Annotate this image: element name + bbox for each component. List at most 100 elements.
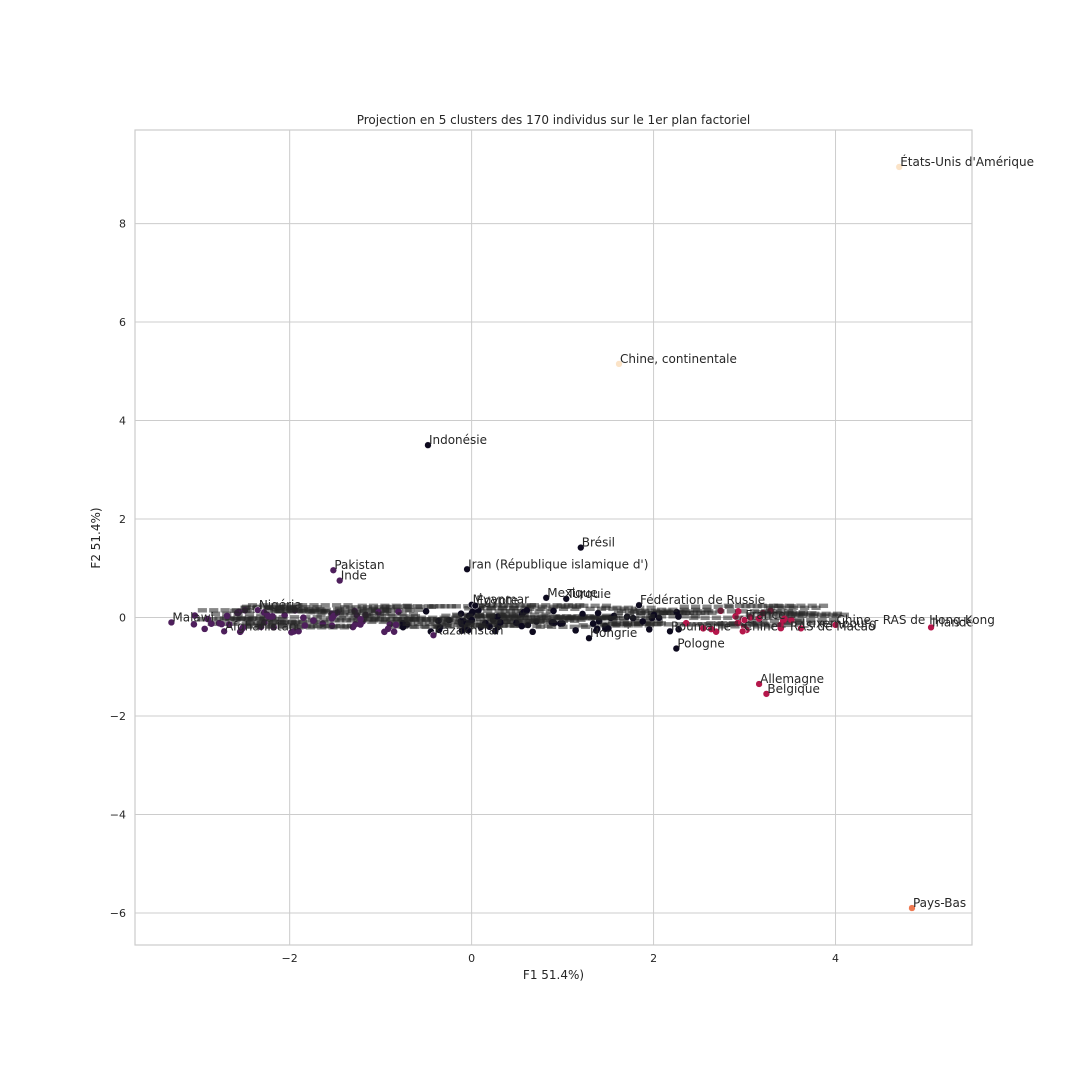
data-point — [550, 607, 557, 615]
data-point — [577, 543, 585, 552]
point-label-overlap: ▬▬▬▬▬ — [276, 614, 333, 628]
point-label: Kazakhstan — [434, 623, 503, 637]
data-point — [190, 621, 198, 628]
point-label-overlap: ▬▬▬▬▬ — [405, 610, 462, 624]
data-point — [234, 609, 241, 617]
data-point — [781, 615, 788, 623]
data-point — [422, 608, 430, 615]
data-point — [739, 627, 747, 635]
point-label-overlap: ▬▬▬▬▬ — [524, 613, 581, 627]
point-label-overlap: ▬▬▬▬▬ — [433, 619, 490, 633]
data-point — [755, 680, 763, 688]
data-point — [610, 612, 618, 620]
y-tick-label: 6 — [119, 316, 126, 329]
data-point — [241, 607, 249, 614]
data-point — [655, 614, 663, 622]
y-tick-label: −6 — [110, 907, 126, 920]
point-label-overlap: ▬▬▬▬▬ — [785, 608, 842, 622]
point-label-overlap: ▬▬▬▬▬ — [752, 604, 809, 618]
data-point — [767, 607, 774, 615]
point-label-overlap: ▬▬▬▬▬ — [390, 616, 447, 630]
data-point — [645, 626, 653, 633]
y-tick-label: 4 — [119, 415, 126, 428]
data-point — [732, 613, 739, 620]
point-label-overlap: ▬▬▬▬▬ — [398, 612, 455, 626]
x-tick-label: −2 — [282, 952, 298, 965]
point-label: Chine - RAS de Macao — [744, 619, 876, 633]
data-point — [529, 628, 536, 636]
data-point — [593, 625, 601, 633]
point-label-overlap: ▬▬▬▬▬ — [661, 605, 718, 619]
point-label-overlap: ▬▬▬▬▬ — [502, 609, 559, 623]
data-point — [672, 644, 680, 653]
data-point — [239, 624, 247, 631]
y-tick-label: 8 — [119, 218, 126, 231]
point-label-overlap: ▬▬▬▬▬ — [245, 615, 302, 629]
point-label-overlap: ▬▬▬▬▬ — [266, 609, 323, 623]
point-label-overlap: ▬▬▬▬▬ — [530, 612, 587, 626]
point-label: Mexique — [547, 586, 598, 600]
data-point — [572, 627, 579, 634]
data-point — [549, 618, 557, 626]
data-point — [270, 624, 278, 631]
data-point — [589, 620, 597, 627]
data-point — [908, 904, 916, 912]
point-label-overlap: ▬▬▬▬▬ — [405, 614, 462, 628]
data-point — [390, 628, 398, 635]
data-point — [328, 615, 336, 622]
point-label-overlap: ▬▬▬▬▬ — [656, 602, 713, 616]
data-point — [797, 624, 805, 633]
y-tick-label: 0 — [119, 612, 126, 625]
point-label-overlap: ▬▬▬▬▬ — [492, 614, 549, 628]
data-point — [435, 617, 442, 625]
point-label-overlap: ▬▬▬▬▬ — [392, 611, 449, 625]
y-tick-label: −4 — [110, 809, 126, 822]
point-label-overlap: ▬▬▬▬▬ — [474, 607, 531, 621]
point-label: Brésil — [582, 536, 615, 550]
point-label-overlap: ▬▬▬▬▬ — [654, 605, 711, 619]
data-point — [281, 611, 288, 619]
point-label-overlap: ▬▬▬▬▬ — [529, 597, 586, 611]
data-point — [759, 609, 767, 617]
point-label-overlap: ▬▬▬▬▬ — [610, 616, 667, 630]
point-label-overlap: ▬▬▬▬▬ — [585, 601, 642, 615]
data-point — [594, 609, 602, 617]
point-label: Chine - RAS de Hong-Kong — [837, 613, 995, 627]
data-point — [615, 360, 623, 368]
point-label-overlap: ▬▬▬▬▬ — [651, 616, 708, 630]
data-point — [542, 594, 550, 602]
data-point — [260, 619, 268, 626]
point-label-overlap: ▬▬▬▬▬ — [334, 605, 391, 619]
data-point — [223, 612, 231, 620]
point-label-overlap: ▬▬▬▬▬ — [773, 598, 830, 612]
point-label-overlap: ▬▬▬▬▬ — [293, 619, 350, 633]
data-point — [295, 627, 302, 635]
data-point — [494, 613, 501, 621]
point-label-overlap: ▬▬▬▬▬ — [273, 604, 330, 618]
point-label-overlap: ▬▬▬▬▬ — [266, 599, 323, 613]
y-axis-label: F2 51.4%) — [89, 507, 103, 568]
data-point — [712, 628, 720, 635]
data-point — [218, 620, 225, 628]
data-point — [605, 625, 612, 632]
x-tick-label: 2 — [650, 952, 657, 965]
data-point — [191, 612, 199, 619]
data-point — [395, 608, 402, 615]
data-point — [491, 627, 499, 635]
point-label-overlap: ▬▬▬▬▬ — [761, 606, 818, 620]
data-point — [301, 622, 309, 629]
data-point — [329, 566, 337, 574]
data-point — [458, 627, 466, 634]
point-label-overlap: ▬▬▬▬▬ — [562, 611, 619, 625]
data-point — [927, 623, 935, 632]
data-point — [666, 627, 674, 635]
data-point — [717, 607, 724, 615]
data-point — [755, 615, 763, 622]
point-label-overlap: ▬▬▬▬▬ — [242, 619, 299, 633]
data-point — [208, 620, 215, 627]
data-point — [436, 624, 444, 631]
data-point — [477, 623, 485, 631]
data-point — [458, 620, 465, 628]
point-label-overlap: ▬▬▬▬▬ — [325, 611, 382, 625]
